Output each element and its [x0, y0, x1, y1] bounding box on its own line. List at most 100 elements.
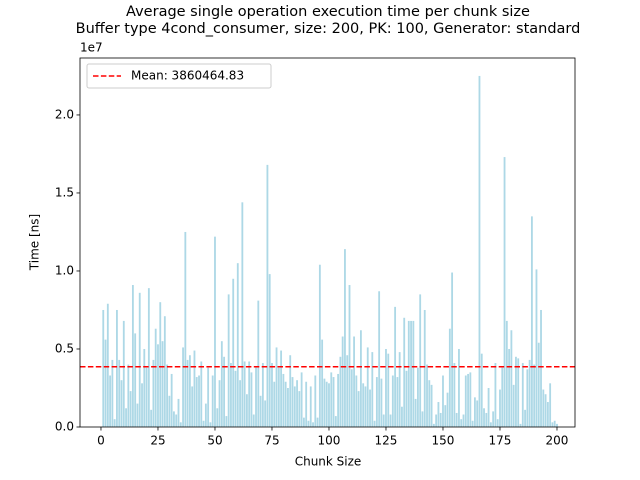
bar: [501, 367, 504, 427]
bar: [398, 352, 401, 427]
bar: [120, 380, 123, 427]
bar: [138, 292, 141, 427]
bar: [209, 422, 212, 427]
bar: [316, 417, 319, 427]
chart-title: Average single operation execution time …: [126, 4, 530, 20]
bar: [458, 348, 460, 427]
bar: [467, 373, 469, 427]
bar: [293, 386, 296, 427]
bar: [544, 394, 547, 427]
bar: [211, 375, 214, 427]
y-tick-label: 1.0: [55, 263, 74, 277]
x-tick-label: 100: [318, 434, 341, 448]
bar: [460, 419, 463, 427]
bar: [505, 320, 508, 427]
y-tick-label: 0.0: [55, 420, 74, 434]
bar: [542, 389, 545, 427]
x-tick-label: 125: [375, 434, 398, 448]
bar: [223, 356, 226, 427]
bar: [530, 216, 533, 427]
bar: [451, 272, 454, 427]
bar: [369, 389, 371, 427]
bar: [508, 348, 511, 427]
bar: [102, 309, 105, 427]
bar: [214, 236, 216, 427]
bar: [131, 285, 134, 427]
bar: [280, 350, 283, 427]
bar: [344, 249, 346, 427]
bar: [483, 408, 485, 427]
bar: [535, 269, 538, 427]
bar: [512, 384, 515, 427]
bar: [109, 375, 112, 427]
bar: [271, 363, 273, 427]
bar: [503, 157, 506, 427]
bar: [394, 306, 397, 427]
plot-frame: [79, 57, 576, 428]
bar: [355, 375, 358, 427]
bar: [528, 359, 531, 427]
bar: [485, 412, 488, 427]
bar: [553, 420, 556, 427]
bar: [113, 419, 116, 427]
y-tick-label: 1.5: [55, 185, 74, 199]
bar: [298, 391, 301, 427]
y-axis-label: Time [ns]: [28, 214, 42, 271]
bar: [182, 347, 184, 427]
bar: [341, 336, 344, 427]
bar: [359, 330, 362, 427]
bar: [157, 344, 159, 427]
bar: [364, 386, 367, 427]
bar: [510, 330, 513, 427]
bar: [350, 369, 353, 427]
x-tick-label: 0: [97, 434, 105, 448]
bar: [104, 339, 107, 427]
bar: [476, 400, 479, 427]
bar: [227, 294, 230, 427]
bar: [405, 370, 408, 427]
bar: [325, 381, 328, 427]
bar: [473, 397, 476, 427]
bar: [323, 378, 326, 427]
bar: [275, 347, 278, 427]
bar: [437, 402, 440, 427]
bar: [348, 285, 351, 427]
bar: [232, 278, 235, 427]
bar: [314, 375, 317, 427]
bar: [202, 420, 205, 427]
x-axis-label: Chunk Size: [295, 455, 362, 469]
bar: [111, 359, 114, 427]
bar: [125, 408, 127, 427]
bar: [446, 392, 449, 427]
bar: [489, 422, 492, 427]
bar: [168, 395, 171, 427]
bar: [179, 422, 182, 427]
bar: [318, 264, 321, 427]
bar: [439, 412, 442, 427]
bar: [116, 309, 118, 427]
bar: [526, 369, 529, 427]
bar: [556, 423, 558, 427]
bar: [421, 411, 424, 427]
bar: [230, 363, 232, 427]
bar: [357, 391, 360, 427]
bar: [136, 403, 139, 427]
bar: [129, 391, 132, 427]
bar: [305, 381, 308, 427]
bar: [551, 422, 554, 427]
bar: [273, 381, 276, 427]
bar: [462, 414, 465, 427]
bar: [480, 353, 483, 427]
bar: [259, 395, 262, 427]
bar: [423, 309, 426, 427]
bar: [177, 398, 180, 427]
bar: [277, 367, 280, 427]
bar: [252, 414, 255, 427]
bar: [241, 202, 244, 427]
bar: [268, 274, 271, 427]
x-tick-label: 200: [546, 434, 569, 448]
chart-subtitle: Buffer type 4cond_consumer, size: 200, P…: [76, 21, 581, 37]
bar: [106, 303, 109, 427]
y-tick-label: 0.5: [55, 341, 74, 355]
bar: [243, 361, 246, 427]
